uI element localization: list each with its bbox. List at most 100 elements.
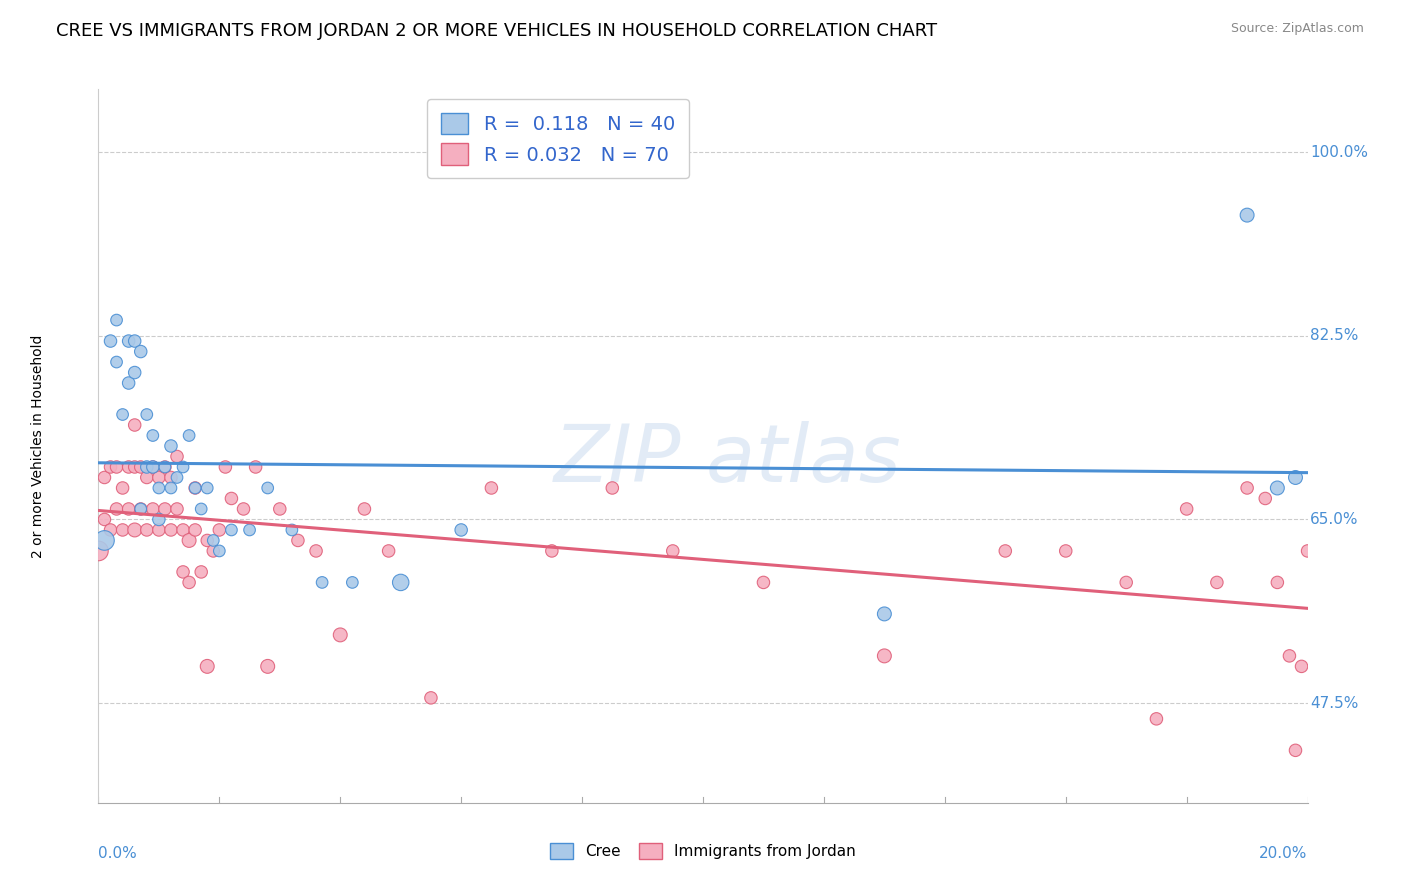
Point bbox=[1284, 743, 1306, 757]
Point bbox=[195, 533, 218, 548]
Point bbox=[111, 481, 134, 495]
Text: Source: ZipAtlas.com: Source: ZipAtlas.com bbox=[1230, 22, 1364, 36]
Point bbox=[389, 575, 412, 590]
Point bbox=[287, 533, 309, 548]
Text: 100.0%: 100.0% bbox=[1310, 145, 1368, 160]
Point bbox=[1254, 491, 1277, 506]
Point bbox=[142, 460, 165, 475]
Point bbox=[93, 512, 115, 526]
Point bbox=[232, 502, 254, 516]
Point bbox=[221, 523, 243, 537]
Point bbox=[153, 502, 176, 516]
Point bbox=[1291, 659, 1313, 673]
Point bbox=[100, 334, 122, 348]
Point bbox=[239, 523, 262, 537]
Point bbox=[190, 502, 212, 516]
Point bbox=[994, 544, 1017, 558]
Text: 0.0%: 0.0% bbox=[98, 846, 138, 861]
Point bbox=[172, 460, 194, 475]
Point bbox=[329, 628, 352, 642]
Point bbox=[256, 481, 278, 495]
Point bbox=[111, 523, 134, 537]
Point bbox=[118, 502, 141, 516]
Point bbox=[93, 470, 115, 484]
Point bbox=[166, 470, 188, 484]
Point bbox=[179, 575, 201, 590]
Text: ZIP atlas: ZIP atlas bbox=[554, 421, 901, 500]
Point bbox=[873, 648, 896, 663]
Point bbox=[208, 523, 231, 537]
Point bbox=[105, 460, 128, 475]
Point bbox=[184, 481, 207, 495]
Point bbox=[221, 491, 243, 506]
Point bbox=[172, 565, 194, 579]
Point bbox=[1115, 575, 1137, 590]
Text: 20.0%: 20.0% bbox=[1260, 846, 1308, 861]
Point bbox=[124, 334, 146, 348]
Point bbox=[1284, 470, 1306, 484]
Point bbox=[160, 523, 183, 537]
Point bbox=[87, 544, 110, 558]
Point bbox=[420, 690, 443, 705]
Point bbox=[148, 523, 170, 537]
Point bbox=[172, 523, 194, 537]
Text: 47.5%: 47.5% bbox=[1310, 696, 1358, 711]
Point bbox=[135, 460, 157, 475]
Point bbox=[160, 470, 183, 484]
Point bbox=[129, 460, 152, 475]
Point bbox=[118, 376, 141, 390]
Point bbox=[179, 533, 201, 548]
Point bbox=[377, 544, 399, 558]
Point bbox=[481, 481, 503, 495]
Point bbox=[105, 355, 128, 369]
Point bbox=[135, 408, 157, 422]
Point bbox=[752, 575, 775, 590]
Point bbox=[160, 481, 183, 495]
Point bbox=[142, 428, 165, 442]
Point bbox=[1236, 208, 1258, 222]
Point bbox=[105, 313, 128, 327]
Point bbox=[602, 481, 624, 495]
Point bbox=[305, 544, 328, 558]
Point bbox=[195, 659, 218, 673]
Point bbox=[166, 450, 188, 464]
Point bbox=[1267, 575, 1289, 590]
Point bbox=[142, 460, 165, 475]
Point bbox=[873, 607, 896, 621]
Point bbox=[118, 460, 141, 475]
Point bbox=[245, 460, 267, 475]
Point bbox=[1054, 544, 1077, 558]
Point bbox=[661, 544, 683, 558]
Point bbox=[160, 439, 183, 453]
Point bbox=[166, 502, 188, 516]
Point bbox=[179, 428, 201, 442]
Point bbox=[129, 344, 152, 359]
Point bbox=[1267, 481, 1289, 495]
Point bbox=[118, 334, 141, 348]
Point bbox=[1296, 544, 1319, 558]
Point bbox=[184, 481, 207, 495]
Point bbox=[281, 523, 304, 537]
Point bbox=[93, 533, 115, 548]
Point bbox=[202, 533, 225, 548]
Text: 65.0%: 65.0% bbox=[1310, 512, 1358, 527]
Point bbox=[111, 408, 134, 422]
Point bbox=[256, 659, 278, 673]
Point bbox=[100, 460, 122, 475]
Point bbox=[1278, 648, 1301, 663]
Point bbox=[195, 481, 218, 495]
Point bbox=[342, 575, 364, 590]
Point bbox=[129, 502, 152, 516]
Text: CREE VS IMMIGRANTS FROM JORDAN 2 OR MORE VEHICLES IN HOUSEHOLD CORRELATION CHART: CREE VS IMMIGRANTS FROM JORDAN 2 OR MORE… bbox=[56, 22, 938, 40]
Point bbox=[208, 544, 231, 558]
Point bbox=[540, 544, 562, 558]
Point bbox=[148, 470, 170, 484]
Point bbox=[135, 470, 157, 484]
Legend: Cree, Immigrants from Jordan: Cree, Immigrants from Jordan bbox=[543, 835, 863, 866]
Text: 2 or more Vehicles in Household: 2 or more Vehicles in Household bbox=[31, 334, 45, 558]
Point bbox=[124, 417, 146, 432]
Point bbox=[148, 481, 170, 495]
Point bbox=[148, 512, 170, 526]
Point bbox=[135, 523, 157, 537]
Point bbox=[153, 460, 176, 475]
